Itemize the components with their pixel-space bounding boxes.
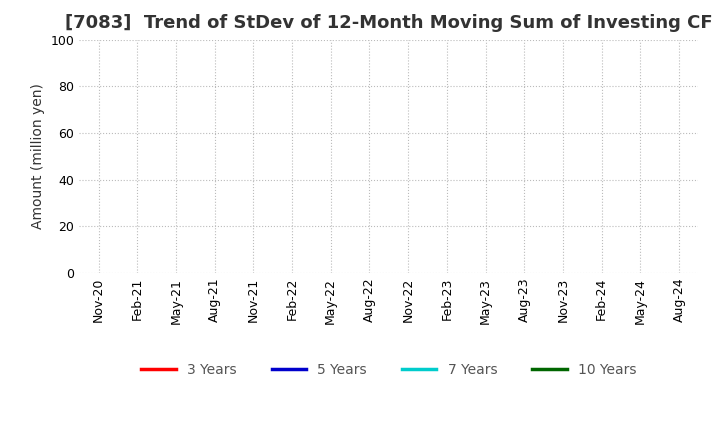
Legend: 3 Years, 5 Years, 7 Years, 10 Years: 3 Years, 5 Years, 7 Years, 10 Years — [136, 357, 642, 382]
Y-axis label: Amount (million yen): Amount (million yen) — [31, 83, 45, 229]
Title: [7083]  Trend of StDev of 12-Month Moving Sum of Investing CF: [7083] Trend of StDev of 12-Month Moving… — [65, 15, 713, 33]
